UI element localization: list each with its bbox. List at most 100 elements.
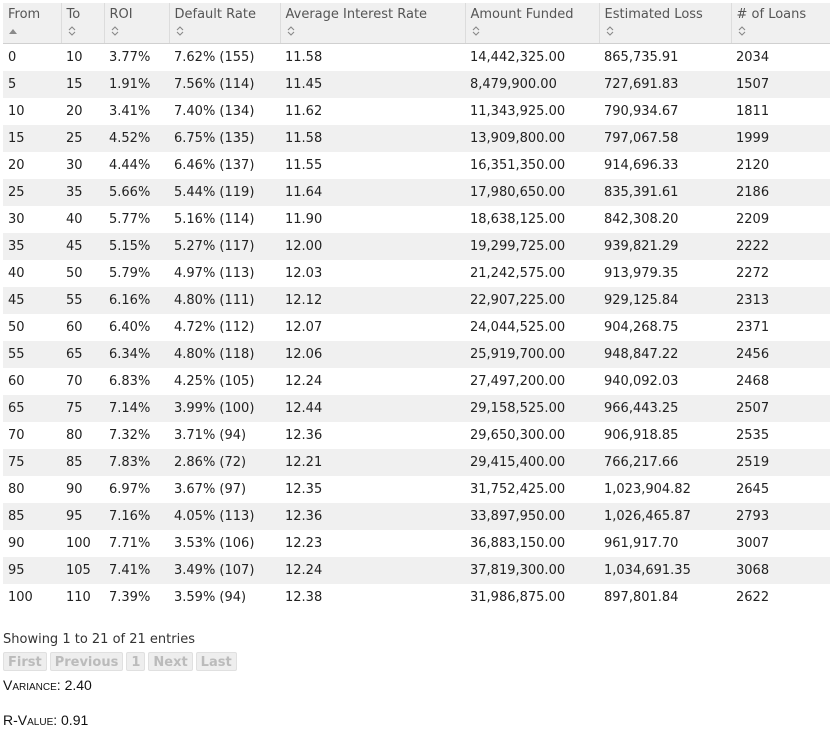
cell-roi: 3.77% [109, 49, 151, 65]
cell-default-rate: 4.97% (113) [174, 265, 255, 281]
cell-estimated-loss: 842,308.20 [604, 211, 679, 227]
r-value-stat: R-Value: 0.91 [3, 712, 88, 728]
cell-roi: 7.16% [104, 502, 169, 530]
cell-to: 110 [66, 589, 91, 605]
cell-from: 60 [8, 373, 25, 389]
column-header-estimated-loss[interactable]: Estimated Loss [599, 3, 732, 44]
column-header-average-interest-rate[interactable]: Average Interest Rate [280, 3, 466, 44]
cell-to: 25 [61, 124, 104, 152]
cell-to: 15 [61, 70, 104, 98]
cell-from: 45 [3, 286, 61, 314]
previous-page-button[interactable]: Previous [49, 652, 124, 671]
cell-roi: 5.15% [104, 232, 169, 260]
cell-number-of-loans: 2222 [731, 232, 830, 260]
sort-both-icon [111, 26, 118, 36]
table-row: 40 50 5.79% 4.97% (113) 12.03 21,242,575.00 91… [3, 260, 830, 287]
cell-estimated-loss: 1,023,904.82 [604, 481, 691, 497]
cell-number-of-loans: 2456 [731, 340, 830, 368]
cell-roi: 7.32% [109, 427, 151, 443]
cell-average-interest-rate: 12.44 [280, 394, 465, 422]
table-row: 35 45 5.15% 5.27% (117) 12.00 19,299,725.00 93… [3, 232, 830, 260]
column-header-from[interactable]: From [3, 3, 62, 44]
cell-roi: 7.14% [104, 394, 169, 422]
r-value-value: : 0.91 [53, 712, 89, 728]
cell-amount-funded: 29,650,300.00 [470, 427, 566, 443]
cell-default-rate: 3.49% (107) [169, 556, 280, 584]
cell-amount-funded: 14,442,325.00 [470, 49, 566, 65]
cell-estimated-loss: 1,034,691.35 [599, 556, 731, 584]
cell-number-of-loans: 2622 [736, 589, 770, 605]
cell-roi: 6.83% [109, 373, 151, 389]
cell-amount-funded: 18,638,125.00 [470, 211, 566, 227]
table-row: 25 35 5.66% 5.44% (119) 11.64 17,980,650.00 83… [3, 178, 830, 206]
cell-roi: 4.52% [104, 124, 169, 152]
last-page-button[interactable]: Last [195, 652, 237, 671]
cell-average-interest-rate: 11.45 [280, 70, 465, 98]
cell-default-rate: 4.25% (105) [174, 373, 255, 389]
table-row: 65 75 7.14% 3.99% (100) 12.44 29,158,525.00 96… [3, 394, 830, 422]
cell-average-interest-rate: 11.90 [285, 211, 323, 227]
header-row: From To ROI Default Rate Average Interes… [3, 3, 830, 44]
table-row: 20 30 4.44% 6.46% (137) 11.55 16,351,350.00 91… [3, 152, 830, 179]
column-header-roi[interactable]: ROI [104, 3, 170, 44]
cell-average-interest-rate: 11.55 [285, 157, 323, 173]
cell-default-rate: 6.46% (137) [174, 157, 255, 173]
cell-amount-funded: 24,044,525.00 [470, 319, 566, 335]
column-header-number-of-loans[interactable]: # of Loans [731, 3, 830, 44]
cell-roi: 1.91% [104, 70, 169, 98]
cell-from: 40 [8, 265, 25, 281]
cell-amount-funded: 22,907,225.00 [465, 286, 599, 314]
table-row: 10 20 3.41% 7.40% (134) 11.62 11,343,925.00 79… [3, 98, 830, 125]
cell-amount-funded: 29,415,400.00 [465, 448, 599, 476]
cell-number-of-loans: 2793 [731, 502, 830, 530]
cell-roi: 7.41% [104, 556, 169, 584]
cell-number-of-loans: 2120 [736, 157, 770, 173]
cell-roi: 7.39% [109, 589, 151, 605]
cell-amount-funded: 27,497,200.00 [470, 373, 566, 389]
sort-both-icon [738, 26, 745, 36]
cell-to: 30 [66, 157, 83, 173]
column-label: To [66, 7, 81, 22]
column-label: ROI [109, 7, 133, 22]
cell-average-interest-rate: 12.24 [285, 373, 323, 389]
table-row: 90 100 7.71% 3.53% (106) 12.23 36,883,150.00 9… [3, 530, 830, 557]
cell-amount-funded: 8,479,900.00 [465, 70, 599, 98]
cell-average-interest-rate: 12.06 [280, 340, 465, 368]
cell-to: 55 [61, 286, 104, 314]
table-row: 100 110 7.39% 3.59% (94) 12.38 31,986,875.00 8… [3, 584, 830, 611]
loans-table: From To ROI Default Rate Average Interes… [3, 3, 830, 611]
cell-number-of-loans: 1999 [731, 124, 830, 152]
cell-to: 10 [66, 49, 83, 65]
cell-from: 55 [3, 340, 61, 368]
cell-to: 85 [61, 448, 104, 476]
next-page-button[interactable]: Next [148, 652, 193, 671]
cell-default-rate: 4.72% (112) [174, 319, 255, 335]
cell-from: 25 [3, 178, 61, 206]
column-header-amount-funded[interactable]: Amount Funded [465, 3, 600, 44]
cell-number-of-loans: 3007 [736, 535, 770, 551]
cell-default-rate: 7.40% (134) [174, 103, 255, 119]
cell-roi: 4.44% [109, 157, 151, 173]
cell-estimated-loss: 1,026,465.87 [599, 502, 731, 530]
variance-stat: Variance: 2.40 [3, 677, 92, 693]
cell-number-of-loans: 2313 [731, 286, 830, 314]
cell-number-of-loans: 2186 [731, 178, 830, 206]
page-1-button[interactable]: 1 [126, 652, 146, 671]
cell-roi: 6.97% [109, 481, 151, 497]
sort-both-icon [68, 26, 75, 36]
cell-default-rate: 5.16% (114) [174, 211, 255, 227]
cell-amount-funded: 36,883,150.00 [470, 535, 566, 551]
column-header-to[interactable]: To [61, 3, 105, 44]
first-page-button[interactable]: First [3, 652, 47, 671]
cell-from: 85 [3, 502, 61, 530]
cell-average-interest-rate: 12.35 [285, 481, 323, 497]
cell-average-interest-rate: 12.12 [280, 286, 465, 314]
cell-number-of-loans: 2645 [736, 481, 770, 497]
cell-to: 20 [66, 103, 83, 119]
cell-from: 10 [8, 103, 25, 119]
cell-average-interest-rate: 12.36 [285, 427, 323, 443]
cell-from: 15 [3, 124, 61, 152]
column-header-default-rate[interactable]: Default Rate [169, 3, 281, 44]
cell-to: 70 [66, 373, 83, 389]
cell-estimated-loss: 906,918.85 [604, 427, 679, 443]
